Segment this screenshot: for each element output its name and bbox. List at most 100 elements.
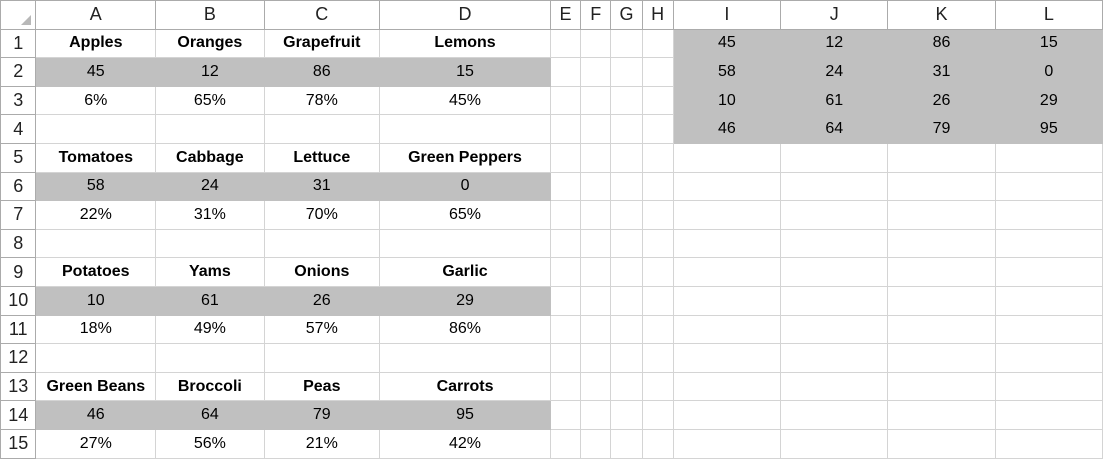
cell-j13[interactable] <box>780 371 889 402</box>
cell-a4[interactable] <box>35 114 157 144</box>
cell-c5[interactable]: Lettuce <box>263 142 381 173</box>
cell-k1[interactable]: 86 <box>887 28 996 59</box>
cell-l7[interactable] <box>994 200 1103 230</box>
cell-h8[interactable] <box>641 228 674 259</box>
cell-b7[interactable]: 31% <box>155 200 265 230</box>
cell-c15[interactable]: 21% <box>263 428 381 459</box>
cell-l10[interactable] <box>994 285 1103 316</box>
cell-g1[interactable] <box>610 28 643 59</box>
cell-i4[interactable]: 46 <box>672 114 782 144</box>
cell-f3[interactable] <box>580 85 612 116</box>
row-header[interactable]: 8 <box>0 228 37 259</box>
cell-f15[interactable] <box>580 428 612 459</box>
cell-e3[interactable] <box>549 85 582 116</box>
cell-a1[interactable]: Apples <box>35 28 157 59</box>
cell-h14[interactable] <box>641 400 674 430</box>
cell-j15[interactable] <box>780 428 889 459</box>
cell-l12[interactable] <box>994 343 1103 373</box>
cell-h5[interactable] <box>641 142 674 173</box>
cell-l8[interactable] <box>994 228 1103 259</box>
cell-l3[interactable]: 29 <box>994 85 1103 116</box>
cell-b1[interactable]: Oranges <box>155 28 265 59</box>
cell-c2[interactable]: 86 <box>263 57 381 87</box>
cell-d13[interactable]: Carrots <box>379 371 551 402</box>
cell-a11[interactable]: 18% <box>35 314 157 345</box>
select-all-corner[interactable] <box>0 0 37 30</box>
row-header[interactable]: 5 <box>0 142 37 173</box>
cell-f6[interactable] <box>580 171 612 202</box>
cell-h13[interactable] <box>641 371 674 402</box>
cell-f10[interactable] <box>580 285 612 316</box>
cell-i1[interactable]: 45 <box>672 28 782 59</box>
cell-b13[interactable]: Broccoli <box>155 371 265 402</box>
cell-l14[interactable] <box>994 400 1103 430</box>
cell-g9[interactable] <box>610 257 643 287</box>
cell-f1[interactable] <box>580 28 612 59</box>
cell-i7[interactable] <box>672 200 782 230</box>
cell-a14[interactable]: 46 <box>35 400 157 430</box>
row-header[interactable]: 3 <box>0 85 37 116</box>
cell-d8[interactable] <box>379 228 551 259</box>
cell-f9[interactable] <box>580 257 612 287</box>
column-header-c[interactable]: C <box>263 0 381 30</box>
cell-c8[interactable] <box>263 228 381 259</box>
cell-f11[interactable] <box>580 314 612 345</box>
cell-g13[interactable] <box>610 371 643 402</box>
column-header-j[interactable]: J <box>780 0 889 30</box>
cell-d9[interactable]: Garlic <box>379 257 551 287</box>
cell-e10[interactable] <box>549 285 582 316</box>
cell-h11[interactable] <box>641 314 674 345</box>
cell-k9[interactable] <box>887 257 996 287</box>
column-header-h[interactable]: H <box>641 0 674 30</box>
cell-k4[interactable]: 79 <box>887 114 996 144</box>
cell-c1[interactable]: Grapefruit <box>263 28 381 59</box>
cell-h12[interactable] <box>641 343 674 373</box>
cell-d14[interactable]: 95 <box>379 400 551 430</box>
cell-a12[interactable] <box>35 343 157 373</box>
cell-e4[interactable] <box>549 114 582 144</box>
cell-f5[interactable] <box>580 142 612 173</box>
cell-a5[interactable]: Tomatoes <box>35 142 157 173</box>
cell-c13[interactable]: Peas <box>263 371 381 402</box>
cell-c10[interactable]: 26 <box>263 285 381 316</box>
cell-h9[interactable] <box>641 257 674 287</box>
cell-h7[interactable] <box>641 200 674 230</box>
cell-e8[interactable] <box>549 228 582 259</box>
cell-e14[interactable] <box>549 400 582 430</box>
row-header[interactable]: 14 <box>0 400 37 430</box>
cell-j9[interactable] <box>780 257 889 287</box>
cell-i12[interactable] <box>672 343 782 373</box>
cell-i2[interactable]: 58 <box>672 57 782 87</box>
row-header[interactable]: 10 <box>0 285 37 316</box>
cell-j3[interactable]: 61 <box>780 85 889 116</box>
cell-f14[interactable] <box>580 400 612 430</box>
column-header-g[interactable]: G <box>610 0 643 30</box>
cell-j5[interactable] <box>780 142 889 173</box>
cell-e15[interactable] <box>549 428 582 459</box>
cell-d10[interactable]: 29 <box>379 285 551 316</box>
cell-j2[interactable]: 24 <box>780 57 889 87</box>
cell-k15[interactable] <box>887 428 996 459</box>
cell-g6[interactable] <box>610 171 643 202</box>
cell-c3[interactable]: 78% <box>263 85 381 116</box>
cell-k10[interactable] <box>887 285 996 316</box>
cell-k2[interactable]: 31 <box>887 57 996 87</box>
cell-f4[interactable] <box>580 114 612 144</box>
cell-b6[interactable]: 24 <box>155 171 265 202</box>
cell-b3[interactable]: 65% <box>155 85 265 116</box>
cell-j14[interactable] <box>780 400 889 430</box>
cell-k11[interactable] <box>887 314 996 345</box>
cell-f7[interactable] <box>580 200 612 230</box>
column-header-e[interactable]: E <box>549 0 582 30</box>
row-header[interactable]: 6 <box>0 171 37 202</box>
cell-d11[interactable]: 86% <box>379 314 551 345</box>
cell-i11[interactable] <box>672 314 782 345</box>
cell-l5[interactable] <box>994 142 1103 173</box>
cell-d2[interactable]: 15 <box>379 57 551 87</box>
row-header[interactable]: 15 <box>0 428 37 459</box>
cell-e13[interactable] <box>549 371 582 402</box>
cell-e9[interactable] <box>549 257 582 287</box>
cell-d3[interactable]: 45% <box>379 85 551 116</box>
cell-k8[interactable] <box>887 228 996 259</box>
cell-i15[interactable] <box>672 428 782 459</box>
